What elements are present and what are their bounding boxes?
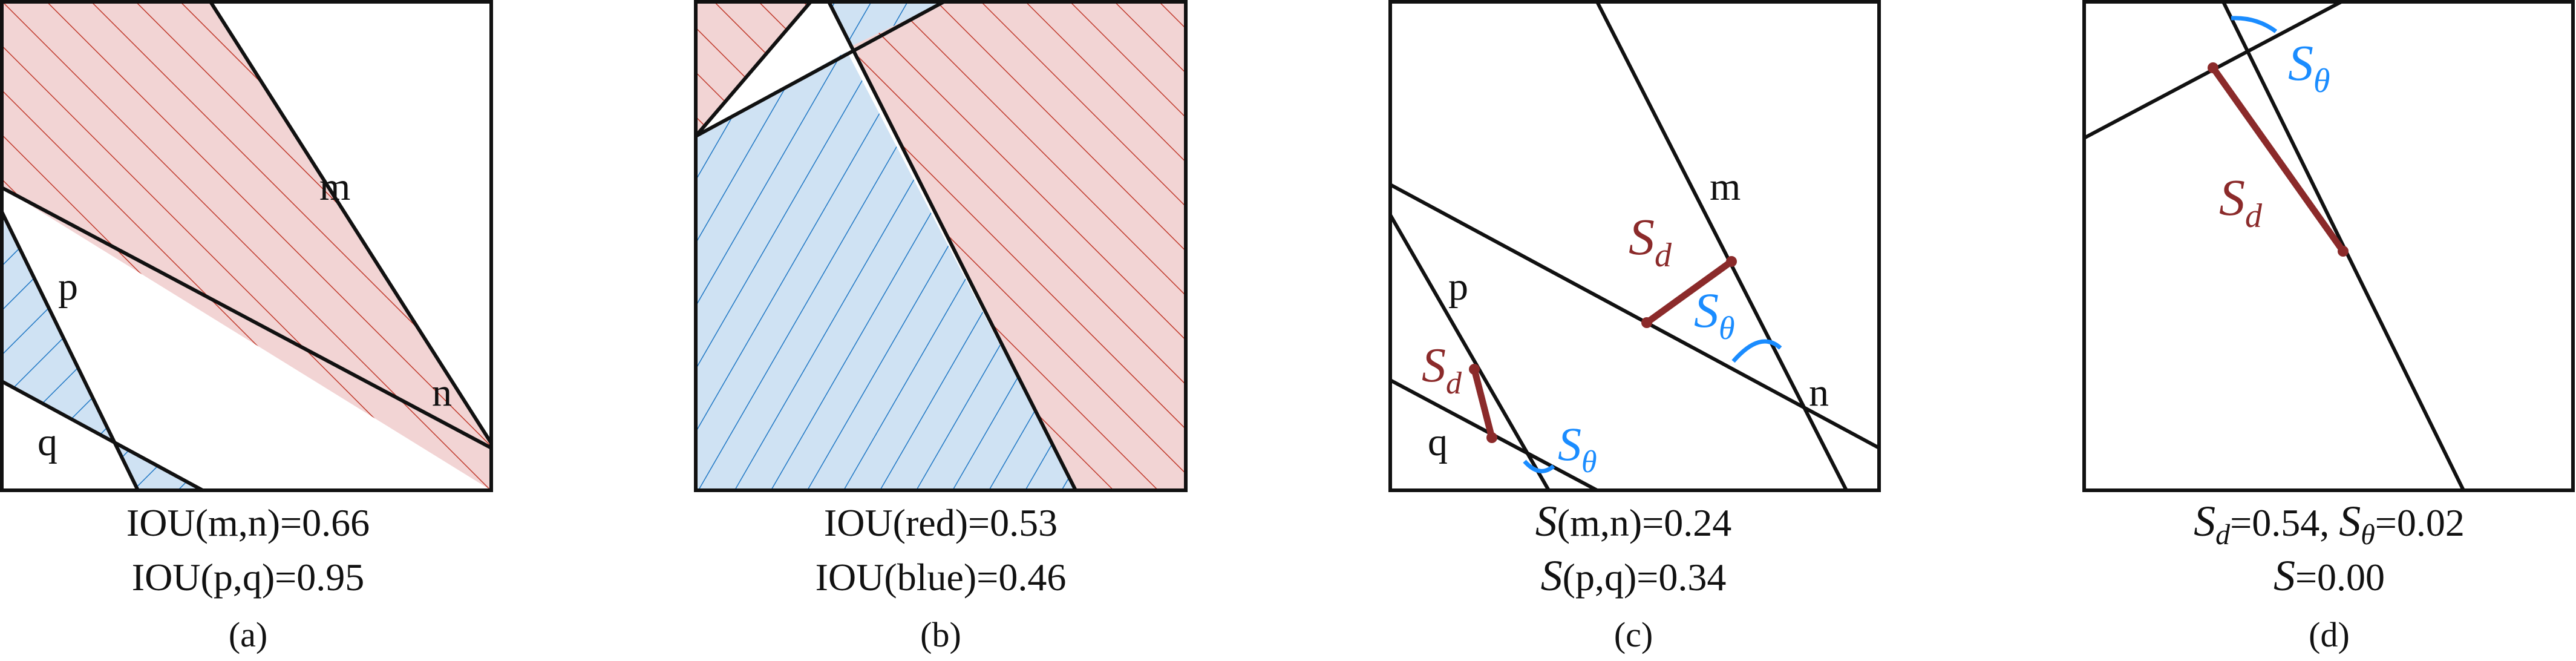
caption-d-line2: S=0.00	[2274, 551, 2385, 600]
dist-segment-m-n	[1644, 258, 1734, 326]
line-c-n	[1389, 183, 1880, 450]
caption-c-line2: S(p,q)=0.34	[1541, 551, 1727, 600]
caption-b-line2: IOU(blue)=0.46	[816, 556, 1067, 599]
panel-d: Sθ Sd Sd=0.54, Sθ=0.02 S=0.00 (d)	[2082, 0, 2575, 654]
dist-endpoint	[1469, 364, 1480, 375]
symbol-sd-p-q: Sd	[1422, 339, 1462, 401]
angle-arc-d	[2231, 16, 2278, 33]
dist-endpoint	[1641, 317, 1652, 328]
region-blue	[696, 51, 1076, 490]
panel-a-frame	[0, 0, 493, 492]
line-m	[209, 1, 493, 444]
panel-d-frame	[2082, 0, 2575, 492]
line-b-2	[694, 1, 812, 137]
line-b-3	[827, 1, 1077, 492]
panel-a: m n p q IOU(m,n)=0.66 IOU(p,q)=0.95 (a)	[0, 0, 493, 654]
dist-endpoint	[2208, 62, 2218, 73]
line-n	[1, 186, 492, 450]
label-c-p: p	[1448, 265, 1468, 309]
symbol-stheta-m-n: Sθ	[1694, 283, 1735, 346]
dist-endpoint	[2338, 246, 2349, 257]
label-p: p	[58, 265, 78, 309]
angle-arc-m-n	[1731, 339, 1782, 363]
sublabel-a: (a)	[229, 615, 267, 654]
label-c-m: m	[1710, 165, 1741, 209]
dist-endpoint	[1726, 256, 1737, 267]
symbol-stheta-p-q: Sθ	[1558, 418, 1597, 479]
symbol-sd-m-n: Sd	[1629, 208, 1672, 274]
caption-b-line1: IOU(red)=0.53	[824, 501, 1058, 544]
panel-b: IOU(red)=0.53 IOU(blue)=0.46 (b)	[694, 0, 1188, 654]
caption-c-line1: S(m,n)=0.24	[1535, 497, 1732, 545]
label-n: n	[432, 370, 452, 415]
dist-segment-d	[2210, 65, 2346, 254]
label-c-q: q	[1428, 420, 1448, 464]
line-c-p	[1388, 214, 1551, 492]
dist-segment-p-q	[1471, 368, 1496, 439]
label-q: q	[38, 420, 57, 464]
panel-c: m n p q Sd Sθ Sd Sθ S(m,n)=0.24 S(p,q)=0…	[1388, 0, 1881, 654]
symbol-stheta-d: Sθ	[2288, 35, 2330, 100]
caption-a-line2: IOU(p,q)=0.95	[132, 556, 364, 599]
sublabel-b: (b)	[920, 615, 961, 654]
line-q	[1, 380, 204, 492]
panel-c-frame	[1388, 0, 1881, 492]
line-b-1	[695, 0, 945, 138]
region-m-n-red	[2, 2, 491, 490]
region-red-right	[853, 2, 1186, 490]
symbol-sd-d: Sd	[2219, 168, 2263, 235]
label-c-n: n	[1809, 370, 1829, 415]
caption-a-line1: IOU(m,n)=0.66	[126, 501, 370, 544]
label-m: m	[319, 165, 350, 209]
region-blue-top	[829, 2, 944, 45]
caption-d-line1: Sd=0.54, Sθ=0.02	[2194, 497, 2465, 551]
sublabel-c: (c)	[1614, 615, 1653, 654]
sublabel-d: (d)	[2309, 615, 2350, 654]
angle-arc-p-q	[1523, 459, 1555, 473]
dist-endpoint	[1486, 432, 1497, 443]
